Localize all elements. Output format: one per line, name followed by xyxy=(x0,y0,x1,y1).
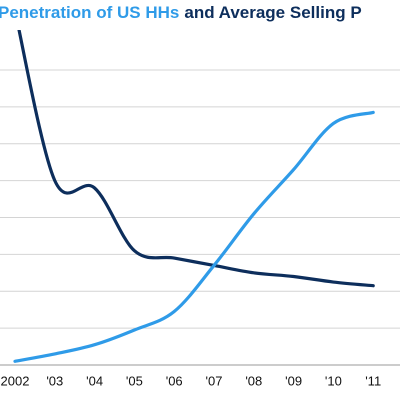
x-tick-label: '07 xyxy=(206,373,223,388)
title-part: and Average Selling P xyxy=(184,3,361,22)
x-tick-label: '04 xyxy=(86,373,103,388)
line-series xyxy=(13,110,375,363)
chart-title: Penetration of US HHs and Average Selling… xyxy=(0,3,362,22)
x-tick-label: '06 xyxy=(166,373,183,388)
title-part: Penetration of US HHs xyxy=(0,3,179,22)
x-tick-label: '10 xyxy=(325,373,342,388)
x-tick-label: '08 xyxy=(245,373,262,388)
plot-area xyxy=(13,30,375,363)
x-tick-label: '11 xyxy=(365,373,381,388)
x-tick-label: '09 xyxy=(285,373,302,388)
x-tick-label: '03 xyxy=(46,373,63,388)
line-series xyxy=(17,30,375,288)
x-tick-label: '05 xyxy=(126,373,143,388)
x-tick-label: 2002 xyxy=(1,373,30,388)
